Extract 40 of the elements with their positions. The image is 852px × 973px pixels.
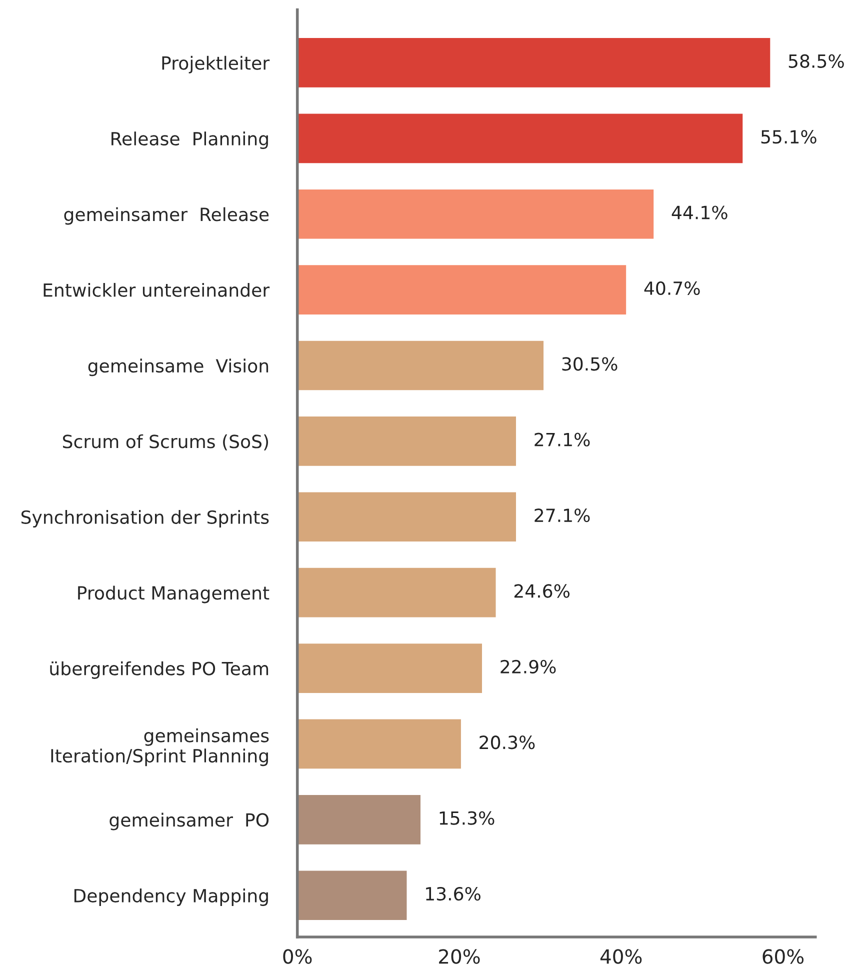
y-tick-label: Entwickler untereinander — [44, 282, 270, 297]
data-label: 44.1% — [672, 206, 728, 220]
data-label: 40.7% — [644, 281, 700, 296]
bar — [297, 869, 408, 922]
data-label: 55.1% — [761, 130, 816, 144]
data-label: 13.6% — [426, 886, 480, 901]
y-tick-label: gemeinsames Iteration/Sprint Planning — [51, 728, 269, 766]
data-label: 27.1% — [534, 432, 590, 446]
data-label: 24.6% — [514, 584, 570, 598]
x-tick-label: 40% — [600, 949, 642, 964]
bar — [297, 264, 628, 316]
bar — [297, 188, 655, 240]
y-tick-label: Release Planning — [112, 132, 268, 150]
data-label: 30.5% — [562, 357, 618, 371]
bar — [297, 642, 484, 694]
bar — [297, 490, 518, 543]
bar — [297, 415, 518, 468]
x-tick-label: 60% — [762, 949, 804, 964]
data-label: 20.3% — [480, 736, 535, 750]
data-label: 58.5% — [788, 54, 844, 68]
y-tick-label: gemeinsame Vision — [88, 358, 268, 376]
x-tick-label: 20% — [439, 949, 480, 964]
x-tick-label: 0% — [283, 949, 312, 964]
y-tick-label: Dependency Mapping — [74, 888, 268, 906]
data-label: 15.3% — [440, 811, 494, 825]
bar — [297, 566, 498, 619]
bar — [297, 112, 744, 164]
y-tick-label: Synchronisation der Sprints — [21, 510, 269, 528]
data-label: 22.9% — [500, 660, 556, 674]
y-tick-label: Scrum of Scrums (SoS) — [62, 434, 268, 450]
y-tick-label: gemeinsamer PO — [110, 812, 269, 830]
bar — [297, 794, 422, 846]
y-tick-label: gemeinsamer Release — [64, 207, 269, 225]
bar — [297, 718, 462, 770]
y-tick-label: Product Management — [78, 586, 270, 604]
y-tick-label: Projektleiter — [162, 56, 270, 74]
bar — [297, 339, 545, 392]
bar — [297, 36, 772, 89]
data-label: 27.1% — [534, 508, 590, 522]
y-tick-label: übergreifendes PO Team — [50, 661, 268, 679]
